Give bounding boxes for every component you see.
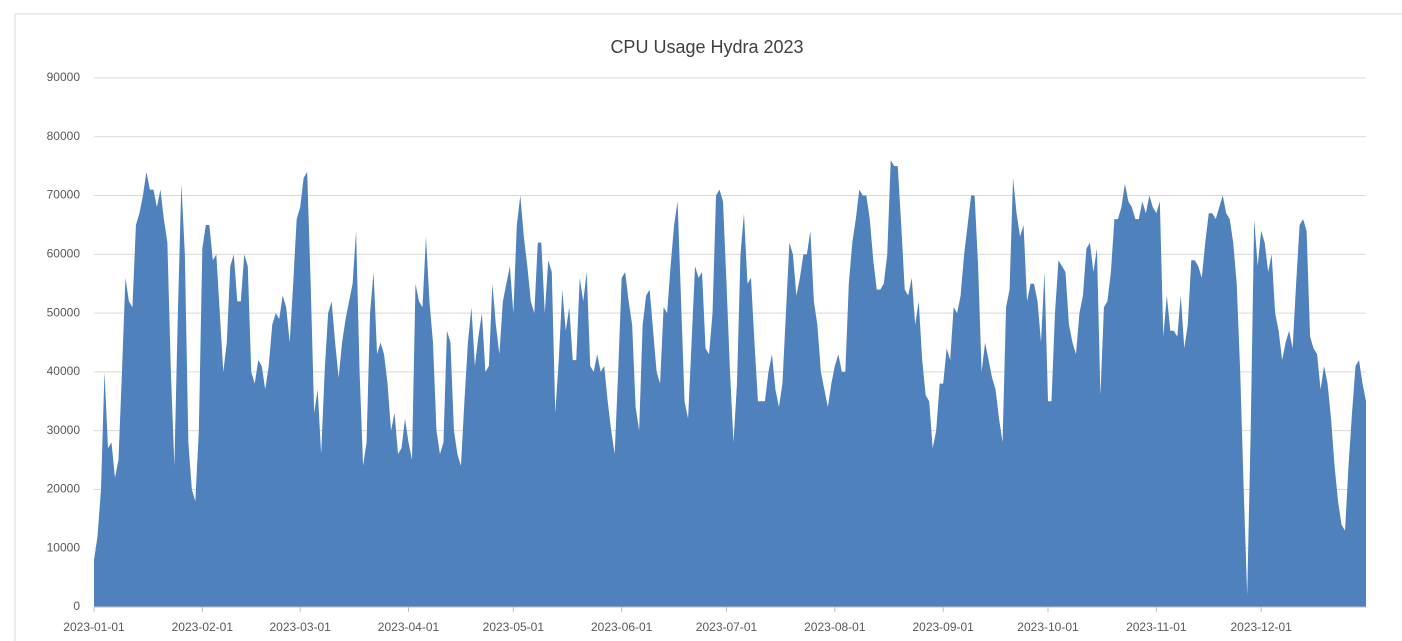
x-tick-label: 2023-09-01 (912, 620, 974, 634)
x-tick-label: 2023-06-01 (591, 620, 653, 634)
x-tick-label: 2023-03-01 (269, 620, 331, 634)
y-tick-label: 70000 (47, 188, 81, 202)
x-tick-label: 2023-05-01 (483, 620, 545, 634)
x-tick-label: 2023-01-01 (63, 620, 125, 634)
y-tick-label: 20000 (47, 482, 81, 496)
x-tick-label: 2023-04-01 (378, 620, 440, 634)
y-tick-label: 80000 (47, 129, 81, 143)
x-tick-label: 2023-11-01 (1126, 620, 1187, 634)
x-tick-label: 2023-12-01 (1230, 620, 1292, 634)
y-tick-label: 90000 (47, 70, 81, 84)
x-tick-label: 2023-07-01 (696, 620, 758, 634)
y-tick-label: 0 (73, 599, 80, 613)
y-tick-label: 60000 (47, 247, 81, 261)
x-tick-label: 2023-10-01 (1017, 620, 1079, 634)
x-tick-label: 2023-02-01 (172, 620, 234, 634)
y-tick-label: 10000 (47, 540, 81, 554)
area (94, 160, 1366, 608)
y-tick-label: 30000 (47, 423, 81, 437)
x-tick-label: 2023-08-01 (804, 620, 866, 634)
y-tick-label: 50000 (47, 305, 81, 319)
y-tick-label: 40000 (47, 364, 81, 378)
chart-title: CPU Usage Hydra 2023 (610, 37, 803, 57)
